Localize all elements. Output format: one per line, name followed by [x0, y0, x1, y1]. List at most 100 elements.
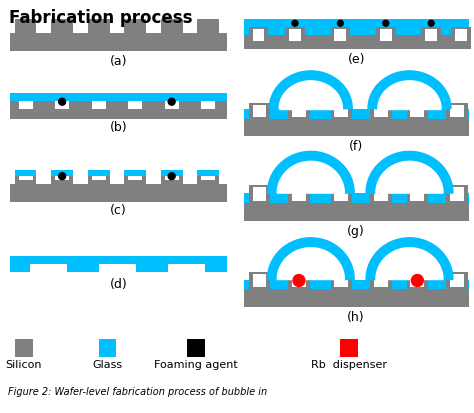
Circle shape — [383, 20, 389, 26]
Bar — [244, 119, 469, 136]
Bar — [407, 272, 428, 307]
Bar — [201, 172, 215, 180]
Bar — [370, 185, 392, 221]
Bar — [51, 170, 73, 184]
Bar — [446, 185, 468, 221]
Circle shape — [293, 275, 305, 287]
Polygon shape — [368, 71, 451, 109]
Bar — [446, 103, 468, 136]
Polygon shape — [277, 161, 344, 193]
Text: Rb  dispenser: Rb dispenser — [311, 360, 387, 370]
Bar — [376, 27, 396, 49]
Bar — [10, 33, 227, 51]
Bar — [253, 187, 266, 201]
Bar — [10, 184, 227, 202]
Bar — [51, 170, 73, 176]
Bar — [330, 27, 350, 49]
Circle shape — [59, 98, 65, 105]
Text: Figure 2: Wafer-level fabrication process of bubble in: Figure 2: Wafer-level fabrication proces… — [8, 387, 267, 397]
Bar — [161, 93, 182, 111]
Bar — [244, 35, 469, 49]
Bar — [244, 290, 469, 307]
Bar — [197, 170, 219, 184]
Circle shape — [411, 275, 423, 287]
Bar — [15, 339, 33, 357]
Bar — [128, 95, 142, 109]
Bar — [88, 170, 109, 184]
Bar — [455, 29, 467, 41]
Text: (h): (h) — [347, 311, 365, 324]
Bar — [330, 272, 352, 307]
Bar — [244, 27, 469, 35]
Bar — [165, 172, 179, 180]
Bar — [249, 272, 270, 307]
Bar — [88, 93, 109, 111]
Bar — [197, 170, 219, 176]
Bar — [19, 172, 33, 180]
Bar — [165, 95, 179, 109]
Bar — [197, 19, 219, 33]
Bar — [374, 104, 388, 116]
Bar — [124, 170, 146, 184]
Polygon shape — [366, 238, 453, 280]
Bar — [10, 93, 227, 101]
Bar — [253, 29, 264, 41]
Bar — [450, 273, 464, 287]
Bar — [249, 103, 270, 136]
Bar — [407, 185, 428, 221]
Polygon shape — [376, 248, 443, 280]
Bar — [15, 93, 36, 111]
Bar — [92, 172, 106, 180]
Bar — [15, 170, 36, 176]
Circle shape — [168, 98, 175, 105]
Bar — [128, 172, 142, 180]
Text: (b): (b) — [109, 121, 127, 133]
Bar — [450, 187, 464, 201]
Text: (g): (g) — [347, 225, 365, 238]
Bar — [292, 273, 306, 287]
Bar — [51, 93, 73, 111]
Circle shape — [292, 20, 298, 26]
Bar — [88, 170, 109, 176]
Text: Silicon: Silicon — [5, 360, 42, 370]
Bar — [410, 187, 424, 201]
Bar — [124, 170, 146, 176]
Bar — [380, 29, 392, 41]
Bar — [425, 29, 437, 41]
Bar — [335, 273, 348, 287]
Polygon shape — [279, 81, 342, 109]
Bar — [249, 27, 268, 49]
Bar — [244, 193, 469, 203]
Bar — [92, 95, 106, 109]
Circle shape — [428, 20, 434, 26]
Circle shape — [59, 173, 65, 180]
Bar — [244, 203, 469, 221]
Bar — [330, 185, 352, 221]
Bar — [253, 273, 266, 287]
Text: Fabrication process: Fabrication process — [9, 9, 192, 27]
Text: (c): (c) — [110, 204, 127, 217]
Polygon shape — [378, 81, 441, 109]
Bar — [335, 187, 348, 201]
Bar — [446, 272, 468, 307]
Circle shape — [337, 20, 343, 26]
Bar — [410, 104, 424, 116]
Bar — [15, 170, 36, 184]
Bar — [161, 170, 182, 176]
Polygon shape — [269, 71, 352, 109]
Polygon shape — [376, 161, 443, 193]
Bar — [288, 103, 310, 136]
Text: (f): (f) — [349, 140, 363, 154]
Bar — [249, 185, 270, 221]
Text: (e): (e) — [347, 53, 365, 66]
Bar — [407, 103, 428, 136]
Bar — [29, 263, 67, 272]
Bar — [244, 280, 469, 290]
Bar — [161, 170, 182, 184]
Bar — [19, 95, 33, 109]
Bar — [187, 339, 205, 357]
Bar — [410, 273, 424, 287]
Text: (d): (d) — [109, 278, 127, 290]
Bar — [99, 339, 117, 357]
Bar — [335, 29, 346, 41]
